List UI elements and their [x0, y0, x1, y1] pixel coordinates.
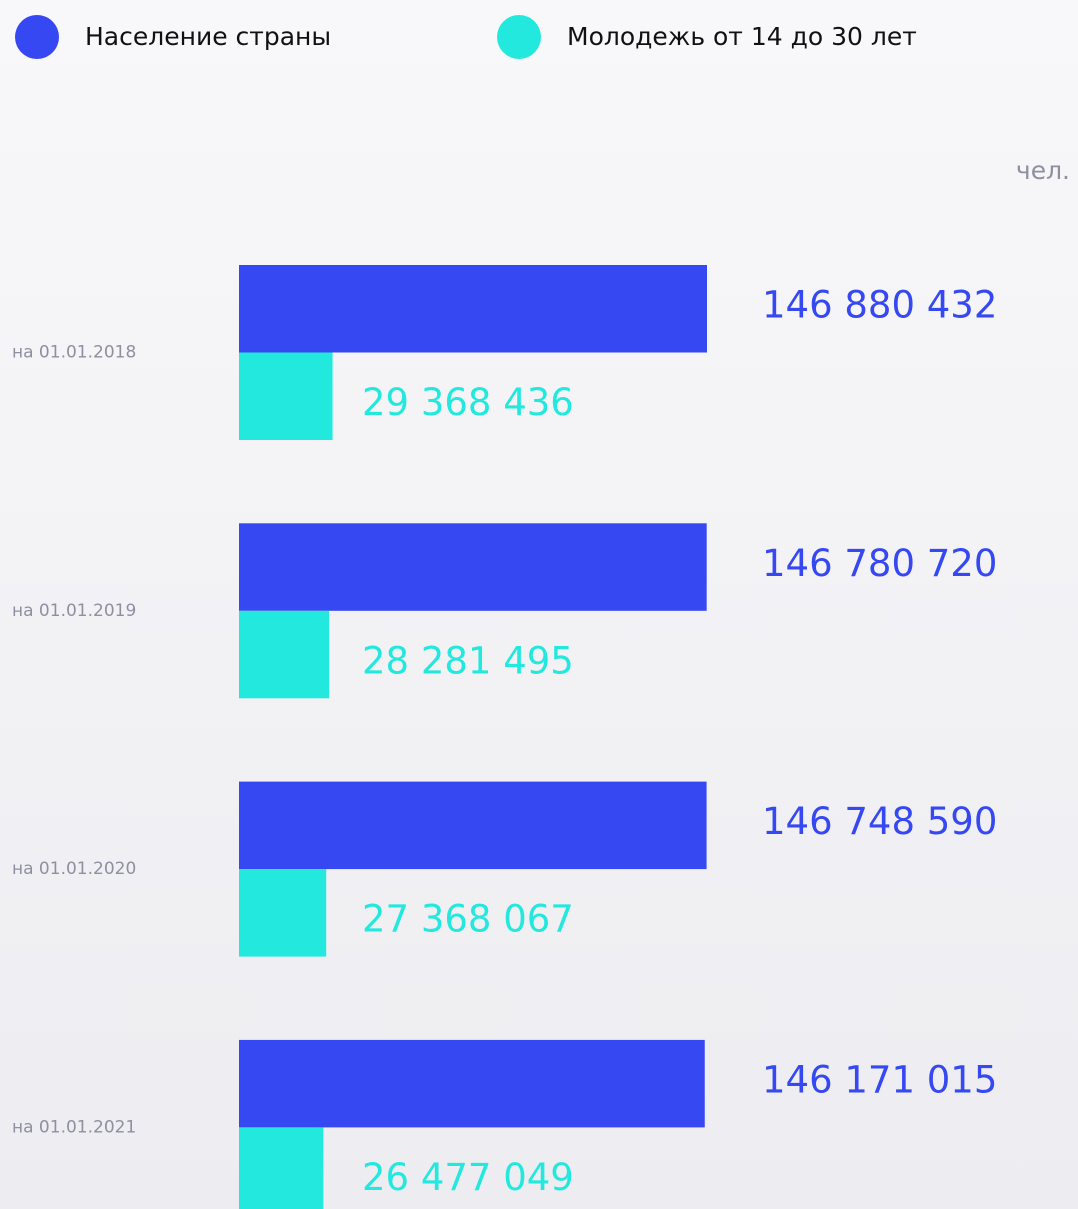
- value-label: 29 368 436: [362, 381, 574, 424]
- value-label: 27 368 067: [362, 898, 574, 941]
- value-label: 146 880 432: [762, 284, 997, 327]
- bar: [239, 523, 707, 611]
- value-label: 146 780 720: [762, 542, 997, 585]
- bar: [239, 869, 327, 957]
- value-label: 146 748 590: [762, 800, 997, 843]
- legend-swatch: [497, 15, 541, 59]
- legend-label: Молодежь от 14 до 30 лет: [567, 22, 917, 51]
- category-label: на 01.01.2021: [12, 1117, 136, 1137]
- value-label: 26 477 049: [362, 1156, 574, 1199]
- unit-label: чел.: [1016, 156, 1070, 185]
- category-label: на 01.01.2020: [12, 859, 136, 879]
- category-label: на 01.01.2019: [12, 601, 136, 621]
- bar: [239, 1127, 324, 1209]
- legend-label: Население страны: [85, 22, 331, 51]
- value-label: 146 171 015: [762, 1058, 997, 1101]
- value-label: 28 281 495: [362, 639, 574, 682]
- legend-swatch: [15, 15, 59, 59]
- category-label: на 01.01.2018: [12, 343, 136, 363]
- bar: [239, 265, 707, 353]
- bar: [239, 352, 333, 440]
- bar: [239, 610, 330, 699]
- bar: [239, 781, 707, 870]
- bar: [239, 1039, 705, 1128]
